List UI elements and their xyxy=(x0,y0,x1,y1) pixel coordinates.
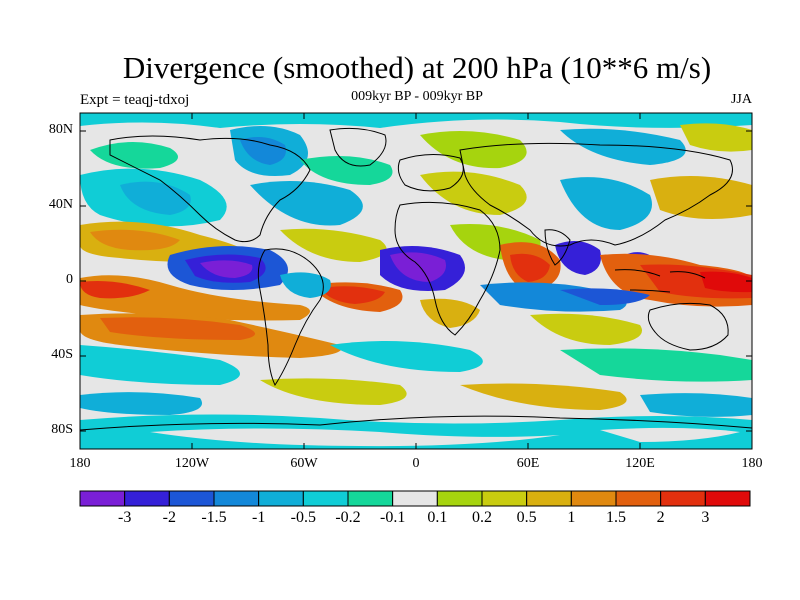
colorbar-swatch xyxy=(302,490,349,507)
colorbar-swatch xyxy=(392,490,438,507)
colorbar-label: -2 xyxy=(162,509,176,526)
colorbar-swatch xyxy=(704,490,751,507)
colorbar-label: 2 xyxy=(656,509,665,526)
period-label: 009kyr BP - 009kyr BP xyxy=(351,89,483,104)
colorbar-swatch xyxy=(347,490,394,507)
experiment-label: Expt = teaqj-tdxoj xyxy=(80,92,190,108)
colorbar-swatch xyxy=(481,490,528,507)
colorbar-swatch xyxy=(436,490,483,507)
lat-label-80n: 80N xyxy=(48,122,73,137)
lon-label-120w: 120W xyxy=(174,456,210,471)
colorbar-label: -0.2 xyxy=(335,509,361,526)
colorbar-swatch xyxy=(124,490,170,507)
lon-label-60w: 60W xyxy=(290,456,318,471)
map-title: Divergence (smoothed) at 200 hPa (10**6 … xyxy=(122,50,712,85)
colorbar-swatch xyxy=(660,490,706,507)
axis-ticks xyxy=(80,113,752,449)
colorbar-swatch xyxy=(79,490,126,507)
season-label: JJA xyxy=(730,92,752,107)
lat-label-40n: 40N xyxy=(48,197,73,212)
colorbar-swatch xyxy=(526,490,572,507)
colorbar-label: -0.1 xyxy=(379,509,406,526)
lon-label-120e: 120E xyxy=(625,456,655,471)
colorbar-label: 1.5 xyxy=(606,509,626,526)
colorbar-label: 0.1 xyxy=(427,509,448,526)
lat-label-80s: 80S xyxy=(51,422,73,437)
colorbar-label: -3 xyxy=(117,509,132,526)
colorbar-label: 3 xyxy=(701,509,710,526)
lat-label-0: 0 xyxy=(66,272,73,287)
lon-label-60e: 60E xyxy=(516,456,540,471)
divergence-field xyxy=(80,113,752,449)
lon-label-180w: 180 xyxy=(69,456,91,471)
lon-label-180e: 180 xyxy=(741,456,763,471)
colorbar-label: -1.5 xyxy=(201,509,227,526)
lon-label-0: 0 xyxy=(412,456,420,471)
lat-label-40s: 40S xyxy=(51,347,73,362)
coastlines xyxy=(80,127,752,431)
colorbar-label: 0.2 xyxy=(472,509,492,526)
colorbar-swatch xyxy=(258,490,304,507)
colorbar-swatch xyxy=(168,490,215,507)
colorbar-label: -1 xyxy=(251,509,266,526)
colorbar-label: 1 xyxy=(567,509,576,526)
colorbar-swatch xyxy=(570,490,617,507)
colorbar xyxy=(79,490,751,507)
colorbar-swatch xyxy=(615,490,662,507)
colorbar-label: -0.5 xyxy=(290,509,316,526)
colorbar-label: 0.5 xyxy=(516,509,537,526)
colorbar-swatch xyxy=(213,490,260,507)
